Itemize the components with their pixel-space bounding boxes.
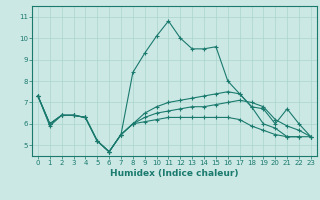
X-axis label: Humidex (Indice chaleur): Humidex (Indice chaleur) — [110, 169, 239, 178]
